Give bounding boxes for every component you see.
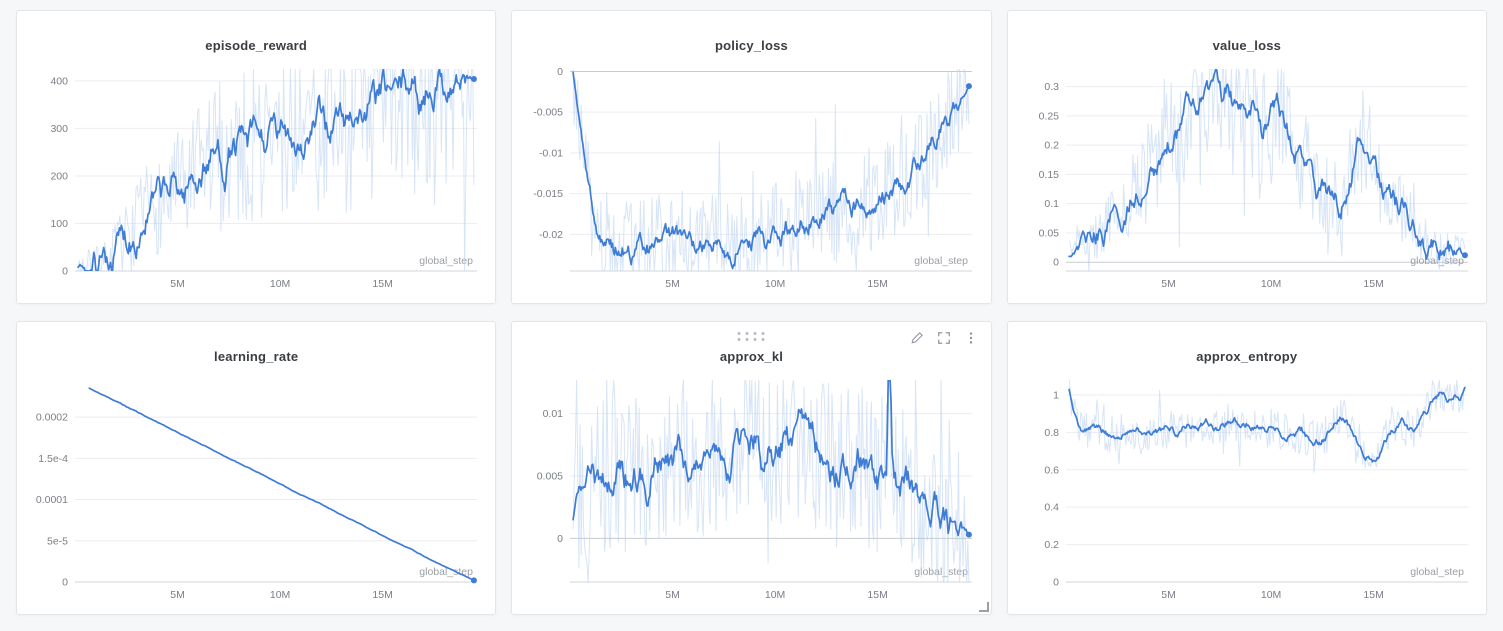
svg-text:5M: 5M [170,589,185,601]
resize-handle[interactable] [978,602,989,612]
svg-text:0.0002: 0.0002 [36,412,68,424]
panel-episode-reward[interactable]: episode_reward 0 100 200 300 400 5M 10M 15M glob… [16,10,497,304]
chart-canvas: 0 100 200 300 400 5M 10M 15M global_step [50,69,477,290]
svg-text:10M: 10M [765,589,785,601]
svg-text:-0.01: -0.01 [539,147,563,159]
svg-text:0.05: 0.05 [1038,227,1059,239]
chart-canvas: 00.050.10.150.20.250.35M 10M 15Mglobal_ste… [1038,69,1468,290]
svg-text:10M: 10M [270,278,290,290]
svg-text:0: 0 [1053,257,1059,269]
svg-text:15M: 15M [868,589,888,601]
panel-actions [910,330,979,345]
svg-text:global_step: global_step [419,566,473,578]
chart-approx-entropy[interactable]: 0 0.2 0.4 0.6 0.8 1 5M 10M 15M global_step [1016,374,1478,606]
panel-title: value_loss [1212,38,1282,53]
svg-text:global_step: global_step [419,255,473,267]
svg-text:global_step: global_step [915,255,969,267]
svg-text:0: 0 [62,266,68,278]
svg-text:400: 400 [50,75,68,87]
svg-text:0.25: 0.25 [1038,110,1059,122]
svg-text:0.1: 0.1 [1044,198,1059,210]
panel-title: learning_rate [214,349,299,364]
svg-text:5M: 5M [1161,589,1176,601]
svg-text:5M: 5M [1161,278,1176,290]
panel-value-loss[interactable]: value_loss 0 0.05 0.1 0.15 0.2 0.25 0.3 5M 10M 15… [1006,10,1487,304]
fullscreen-icon[interactable] [937,330,952,345]
svg-text:15M: 15M [1363,278,1383,290]
svg-text:300: 300 [50,123,68,135]
chart-learning-rate[interactable]: 0 5e-5 0.0001 1.5e-4 0.0002 5M 10M 15M global_st… [25,374,487,606]
svg-text:0: 0 [62,577,68,589]
chart-value-loss[interactable]: 0 0.05 0.1 0.15 0.2 0.25 0.3 5M 10M 15M global_ste… [1016,63,1478,295]
svg-text:15M: 15M [372,278,392,290]
svg-text:15M: 15M [372,589,392,601]
chart-approx-kl[interactable]: 0 0.005 0.01 5M 10M 15M global_step [520,374,982,606]
panel-learning-rate[interactable]: learning_rate 0 5e-5 0.0001 1.5e-4 0.0002 5M 1… [16,321,497,615]
svg-text:0.2: 0.2 [1044,539,1059,551]
svg-text:global_step: global_step [1410,566,1464,578]
chart-canvas: 0 -0.005 -0.01 -0.015 -0.02 5M 10M 15M global_st… [534,66,973,290]
chart-policy-loss[interactable]: 0 -0.005 -0.01 -0.015 -0.02 5M 10M 15M global_st… [520,63,982,295]
svg-text:0.2: 0.2 [1044,140,1059,152]
svg-text:10M: 10M [270,589,290,601]
svg-text:15M: 15M [1363,589,1383,601]
svg-text:10M: 10M [765,278,785,290]
svg-text:0.01: 0.01 [543,408,564,420]
svg-text:0.005: 0.005 [537,471,563,483]
drag-handle-icon[interactable] [737,332,765,341]
panel-title: approx_kl [719,349,784,364]
kebab-menu-icon[interactable] [964,330,979,345]
svg-text:5M: 5M [666,589,681,601]
svg-text:0: 0 [557,533,563,545]
svg-text:100: 100 [50,218,68,230]
svg-text:0.15: 0.15 [1038,169,1059,181]
svg-text:15M: 15M [868,278,888,290]
svg-text:200: 200 [50,170,68,182]
svg-text:5M: 5M [666,278,681,290]
panel-title: policy_loss [714,38,788,53]
svg-text:-0.015: -0.015 [534,188,564,200]
panel-approx-entropy[interactable]: approx_entropy 0 0.2 0.4 0.6 0.8 1 5M 10M 15M glo… [1006,321,1487,615]
svg-text:5e-5: 5e-5 [47,535,68,547]
svg-text:0: 0 [557,66,563,78]
svg-text:1: 1 [1053,389,1059,401]
panel-policy-loss[interactable]: policy_loss 0 -0.005 -0.01 -0.015 -0.02 5M 10M… [511,10,992,304]
svg-text:0.3: 0.3 [1044,81,1059,93]
chart-canvas: 0 0.005 0.01 5M 10M 15M global_step [537,380,973,601]
svg-text:10M: 10M [1261,278,1281,290]
svg-text:-0.005: -0.005 [534,107,564,119]
panel-approx-kl[interactable]: approx_kl 0 0.005 0.01 5M 10M 15M global_step [511,321,992,615]
chart-canvas: 0 5e-5 0.0001 1.5e-4 0.0002 5M 10M 15M global_st… [36,387,477,601]
chart-episode-reward[interactable]: 0 100 200 300 400 5M 10M 15M global_step [25,63,487,295]
svg-text:-0.02: -0.02 [539,229,563,241]
svg-text:0.4: 0.4 [1044,502,1059,514]
svg-text:5M: 5M [170,278,185,290]
svg-text:0.0001: 0.0001 [36,494,68,506]
panel-title: approx_entropy [1196,349,1298,364]
panel-title: episode_reward [205,38,308,53]
svg-text:0.8: 0.8 [1044,427,1059,439]
svg-text:0: 0 [1053,577,1059,589]
edit-icon[interactable] [910,330,925,345]
svg-text:global_step: global_step [915,566,969,578]
svg-text:10M: 10M [1261,589,1281,601]
svg-text:1.5e-4: 1.5e-4 [38,453,68,465]
svg-text:0.6: 0.6 [1044,464,1059,476]
